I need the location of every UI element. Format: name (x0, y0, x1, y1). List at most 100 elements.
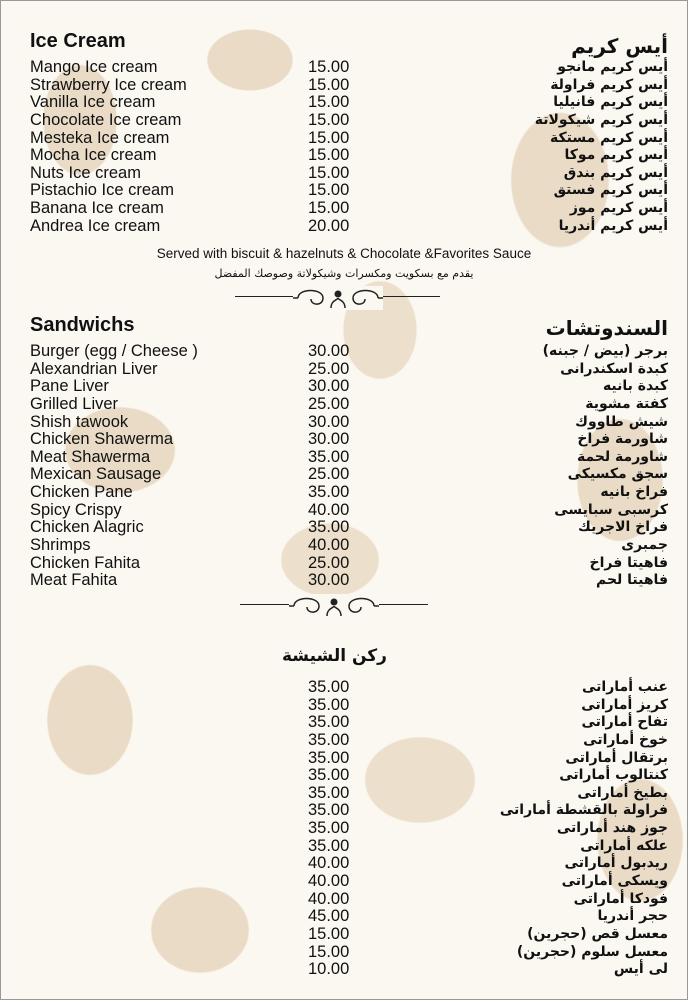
item-name-en: Banana Ice cream (30, 199, 164, 218)
menu-item: 35.00 برتقال أماراتى (0, 748, 688, 768)
item-price: 30.00 (308, 571, 350, 590)
menu-item: 35.00 تفاح أماراتى (0, 714, 688, 732)
item-name-en: Chicken Shawerma (30, 430, 174, 449)
item-name-en: Meat Shawerma (30, 447, 151, 466)
item-name-ar: برجر (بيض / جبنه) (542, 343, 668, 359)
menu-item: Chocolate Ice cream 15.00 أيس كريم شيكولات… (0, 110, 688, 130)
menu-item: Pane Liver 30.00 كبدة بانيه (0, 378, 688, 396)
item-name-ar: فراولة بالقشطة أماراتى (499, 802, 668, 819)
item-name-ar: أيس كريم موكا (564, 147, 668, 164)
item-price: 35.00 (308, 483, 350, 502)
item-name-ar: أيس كريم مانجو (557, 59, 668, 75)
sandwiches-title-en: Sandwichs (30, 314, 135, 336)
item-name-ar: ويسكى أماراتى (561, 873, 668, 890)
item-price: 15.00 (308, 924, 350, 943)
item-price: 15.00 (308, 75, 350, 94)
item-price: 15.00 (308, 110, 350, 129)
item-price: 40.00 (308, 889, 350, 908)
item-price: 45.00 (308, 907, 350, 926)
menu-item: Mexican Sausage 25.00 سجق مكسيكى (0, 466, 688, 484)
menu-item: Chicken Fahita 25.00 فاهيتا فراخ (0, 553, 688, 573)
menu-item: Vanilla Ice cream 15.00 أيس كريم فانيليا (0, 94, 688, 112)
item-name-ar: لى أيس (613, 961, 668, 978)
item-name-ar: شيش طاووك (575, 413, 668, 430)
item-name-ar: شاورمة لحمة (576, 448, 668, 465)
item-name-en: Mesteka Ice cream (30, 128, 170, 147)
item-price: 30.00 (308, 430, 350, 449)
item-name-ar: جوز هند أماراتى (556, 820, 668, 837)
item-name-ar: فاهيتا لحم (595, 572, 668, 589)
item-price: 35.00 (308, 801, 350, 820)
item-name-ar: أيس كريم شيكولاتة (534, 111, 668, 128)
item-price: 30.00 (308, 377, 350, 396)
item-price: 15.00 (308, 942, 350, 961)
item-name-en: Chicken Pane (30, 483, 133, 502)
item-price: 25.00 (308, 553, 350, 572)
menu-item: 35.00 كنتالوب أماراتى (0, 767, 688, 785)
item-price: 15.00 (308, 58, 350, 76)
item-name-ar: أيس كريم موز (569, 200, 668, 217)
menu-item: Mango Ice cream 15.00 أيس كريم مانجو (0, 58, 688, 77)
item-name-ar: فراخ الاجريك (578, 519, 668, 536)
item-name-ar: تفاح أماراتى (581, 714, 668, 731)
shisha-list: 35.00 عنب أماراتى 35.00 كريز أماراتى 35.00 تف… (0, 678, 688, 979)
item-name-ar: أيس كريم أندريا (558, 217, 668, 234)
item-price: 35.00 (308, 783, 350, 802)
menu-item: 45.00 حجر أندريا (0, 908, 688, 926)
item-name-en: Shrimps (30, 536, 91, 555)
item-name-ar: ريدبول أماراتى (564, 855, 668, 872)
menu-item: 40.00 ويسكى أماراتى (0, 872, 688, 891)
menu-item: 35.00 جوز هند أماراتى (0, 819, 688, 838)
menu-item: 40.00 فودكا أماراتى (0, 889, 688, 909)
menu-item: Andrea Ice cream 20.00 أيس كريم أندريا (0, 216, 688, 236)
item-name-en: Burger (egg / Cheese ) (30, 342, 198, 360)
item-price: 15.00 (308, 163, 350, 182)
item-name-ar: حجر أندريا (597, 908, 668, 925)
item-price: 35.00 (308, 748, 350, 767)
item-name-ar: كبدة بانيه (602, 378, 668, 395)
item-price: 35.00 (308, 713, 350, 732)
item-name-ar: علكه أماراتى (580, 837, 668, 854)
menu-item: Chicken Shawerma 30.00 شاورمة فراخ (0, 431, 688, 449)
menu-item: Alexandrian Liver 25.00 كبدة اسكندرانى (0, 360, 688, 379)
item-price: 25.00 (308, 394, 350, 413)
ice-cream-title-ar: أيس كريم (571, 34, 668, 58)
ice-cream-note-en: Served with biscuit & hazelnuts & Chocol… (156, 246, 532, 261)
menu-item: 35.00 عنب أماراتى (0, 678, 688, 697)
item-name-en: Grilled Liver (30, 394, 119, 413)
menu-item: Banana Ice cream 15.00 أيس كريم موز (0, 199, 688, 218)
item-price: 15.00 (308, 199, 350, 218)
item-price: 30.00 (308, 342, 350, 360)
item-name-ar: عنب أماراتى (582, 679, 668, 695)
item-name-ar: برتقال أماراتى (565, 749, 668, 766)
item-name-ar: كريز أماراتى (581, 696, 668, 713)
menu-item: Mesteka Ice cream 15.00 أيس كريم مستكة (0, 128, 688, 148)
shisha-title-ar: ركن الشيشة (282, 646, 387, 666)
item-price: 40.00 (308, 854, 350, 873)
item-name-ar: أيس كريم مستكة (550, 129, 668, 146)
menu-item: Pistachio Ice cream 15.00 أيس كريم فستق (0, 182, 688, 200)
menu-item: 15.00 معسل سلوم (حجرين) (0, 942, 688, 962)
item-name-en: Andrea Ice cream (30, 216, 161, 235)
menu-item: Strawberry Ice cream 15.00 أيس كريم فراولة (0, 75, 688, 95)
item-price: 15.00 (308, 181, 350, 200)
ice-cream-note-ar: يقدم مع بسكويت ومكسرات وشيكولاتة وصوصك ا… (214, 267, 474, 280)
item-name-ar: معسل قص (حجرين) (527, 925, 668, 942)
item-price: 35.00 (308, 819, 350, 838)
item-name-en: Chicken Alagric (30, 518, 144, 537)
menu-item: Chicken Pane 35.00 فراخ بانيه (0, 483, 688, 502)
sandwiches-title-ar: السندوتشات (545, 316, 668, 340)
menu-item: Shish tawook 30.00 شيش طاووك (0, 413, 688, 432)
item-name-ar: أيس كريم فراولة (550, 76, 668, 93)
menu-item: 35.00 علكه أماراتى (0, 837, 688, 856)
item-price: 35.00 (308, 678, 350, 696)
menu-item: Chicken Alagric 35.00 فراخ الاجريك (0, 519, 688, 537)
item-price: 35.00 (308, 518, 350, 537)
menu-item: 35.00 بطيخ أماراتى (0, 783, 688, 803)
sandwiches-list: Burger (egg / Cheese ) 30.00 برجر (بيض / ج… (0, 342, 688, 590)
menu-item: Nuts Ice cream 15.00 أيس كريم بندق (0, 163, 688, 183)
item-name-ar: كرسبى سبايسى (554, 501, 668, 518)
item-price: 35.00 (308, 695, 350, 714)
